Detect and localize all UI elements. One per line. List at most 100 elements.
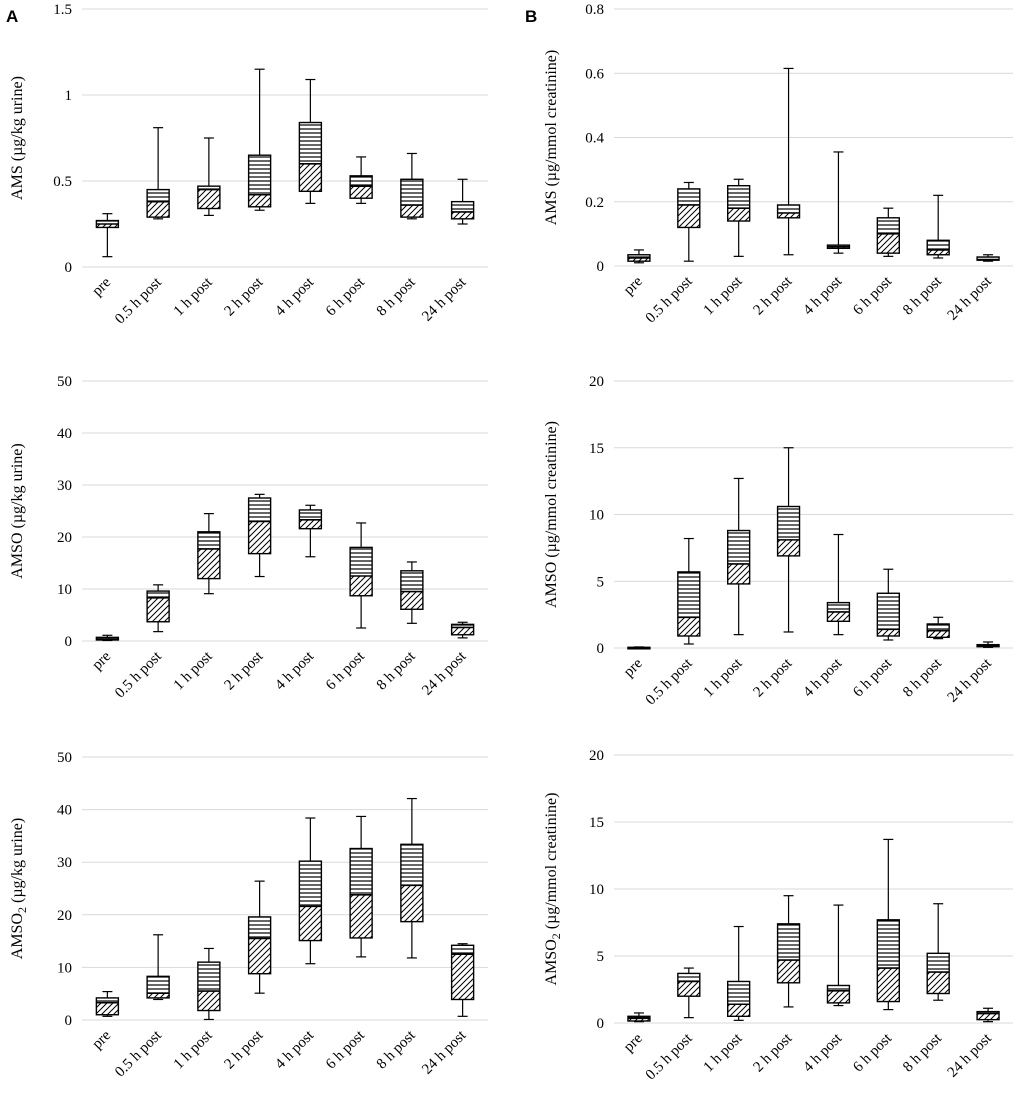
y-tick-label: 30: [57, 478, 72, 494]
x-category-label: 4 h post: [800, 655, 845, 700]
y-tick-label: 0.5: [53, 174, 72, 190]
panel-label-a: A: [6, 7, 18, 26]
y-tick-label: 0.2: [585, 195, 604, 211]
y-tick-label: 5: [597, 949, 605, 965]
x-category-label: 24 h post: [945, 273, 996, 324]
box-plot-0-5-h-post: [677, 181, 701, 262]
upper-quartile-box: [827, 245, 850, 247]
box-outline: [95, 997, 120, 1016]
lower-quartile-box: [927, 249, 950, 255]
lower-quartile-box: [96, 224, 119, 228]
box-plot-pre: [627, 249, 651, 264]
box-plot-24-h-post: [976, 1007, 1000, 1023]
upper-quartile-box: [927, 953, 950, 973]
y-tick-label: 15: [589, 815, 604, 831]
lower-quartile-box: [197, 189, 220, 209]
y-tick-label: 0: [597, 1016, 605, 1032]
box-plot-0-5-h-post: [677, 967, 701, 1019]
box-outline: [727, 980, 751, 1018]
lower-quartile-box: [96, 1002, 119, 1015]
box-plot-24-h-post: [450, 943, 475, 1017]
lower-quartile-box: [197, 991, 220, 1011]
upper-quartile-box: [400, 179, 423, 206]
box-plot-8-h-post: [400, 152, 424, 220]
x-category-label: 24 h post: [945, 1030, 996, 1081]
box-plot-2-h-post: [247, 880, 272, 994]
lower-quartile-box: [350, 576, 373, 596]
y-axis-title: AMSO2 (µg/kg urine): [9, 818, 29, 959]
upper-quartile-box: [627, 1016, 650, 1019]
x-category-label: 0.5 h post: [643, 273, 696, 326]
upper-quartile-box: [299, 861, 322, 907]
upper-quartile-box: [248, 498, 271, 522]
box-outline: [298, 860, 323, 942]
x-category-label: 24 h post: [419, 1027, 470, 1078]
y-tick-label: 40: [57, 426, 72, 442]
upper-quartile-box: [727, 185, 750, 209]
x-category-label: 0.5 h post: [643, 655, 696, 708]
box-plot-0-5-h-post: [146, 584, 170, 633]
lower-quartile-box: [299, 519, 322, 529]
x-category-label: 1 h post: [701, 1030, 746, 1075]
y-tick-label: 40: [57, 803, 72, 819]
box-plot-4-h-post: [826, 151, 851, 254]
upper-quartile-box: [927, 240, 950, 250]
x-category-label: 2 h post: [222, 648, 267, 693]
lower-quartile-box: [727, 1004, 750, 1017]
lower-quartile-box: [147, 597, 170, 622]
lower-quartile-box: [147, 993, 170, 998]
lower-quartile-box: [400, 885, 423, 922]
box-outline: [450, 944, 475, 1001]
box-outline: [876, 592, 900, 637]
box-plot-2-h-post: [247, 68, 272, 211]
upper-quartile-box: [877, 919, 900, 969]
lower-quartile-box: [777, 539, 800, 556]
y-tick-label: 20: [57, 908, 72, 924]
lower-quartile-box: [451, 211, 474, 219]
box-outline: [247, 497, 272, 555]
x-category-label: 8 h post: [374, 648, 419, 693]
x-category-label: pre: [89, 274, 114, 299]
lower-quartile-box: [299, 163, 322, 192]
x-category-label: 1 h post: [701, 273, 746, 318]
lower-quartile-box: [350, 894, 373, 938]
box-plot-8-h-post: [926, 903, 950, 1001]
lower-quartile-box: [400, 205, 423, 218]
lower-quartile-box: [350, 186, 373, 199]
upper-quartile-box: [350, 848, 373, 895]
lower-quartile-box: [777, 960, 800, 983]
box-outline: [146, 590, 170, 623]
lower-quartile-box: [451, 627, 474, 635]
box-outline: [197, 961, 221, 1012]
y-tick-label: 5: [597, 574, 605, 590]
lower-quartile-box: [877, 233, 900, 254]
lower-quartile-box: [248, 194, 271, 207]
x-category-label: 1 h post: [171, 648, 216, 693]
box-outline: [197, 185, 221, 210]
upper-quartile-box: [299, 122, 322, 164]
upper-quartile-box: [777, 506, 800, 540]
upper-quartile-box: [197, 186, 220, 190]
box-outline: [776, 204, 801, 219]
box-plot-0-5-h-post: [146, 127, 170, 220]
box-plot-pre: [95, 634, 120, 642]
box-plot-pre: [627, 646, 651, 650]
upper-quartile-box: [777, 923, 800, 961]
box-outline: [826, 984, 851, 1004]
lower-quartile-box: [627, 1018, 650, 1021]
upper-quartile-box: [677, 973, 700, 982]
box-plot-24-h-post: [976, 254, 1000, 262]
box-outline: [776, 923, 801, 984]
box-outline: [247, 154, 272, 208]
box-outline: [727, 529, 751, 585]
y-tick-label: 1: [65, 88, 73, 104]
upper-quartile-box: [147, 976, 170, 994]
x-category-label: 0.5 h post: [643, 1030, 696, 1083]
upper-quartile-box: [451, 945, 474, 955]
x-category-label: 4 h post: [272, 648, 317, 693]
box-outline: [926, 239, 950, 256]
y-axis-title: AMSO (µg/kg urine): [9, 443, 26, 578]
box-plot-0-5-h-post: [677, 537, 701, 645]
upper-quartile-box: [877, 593, 900, 630]
